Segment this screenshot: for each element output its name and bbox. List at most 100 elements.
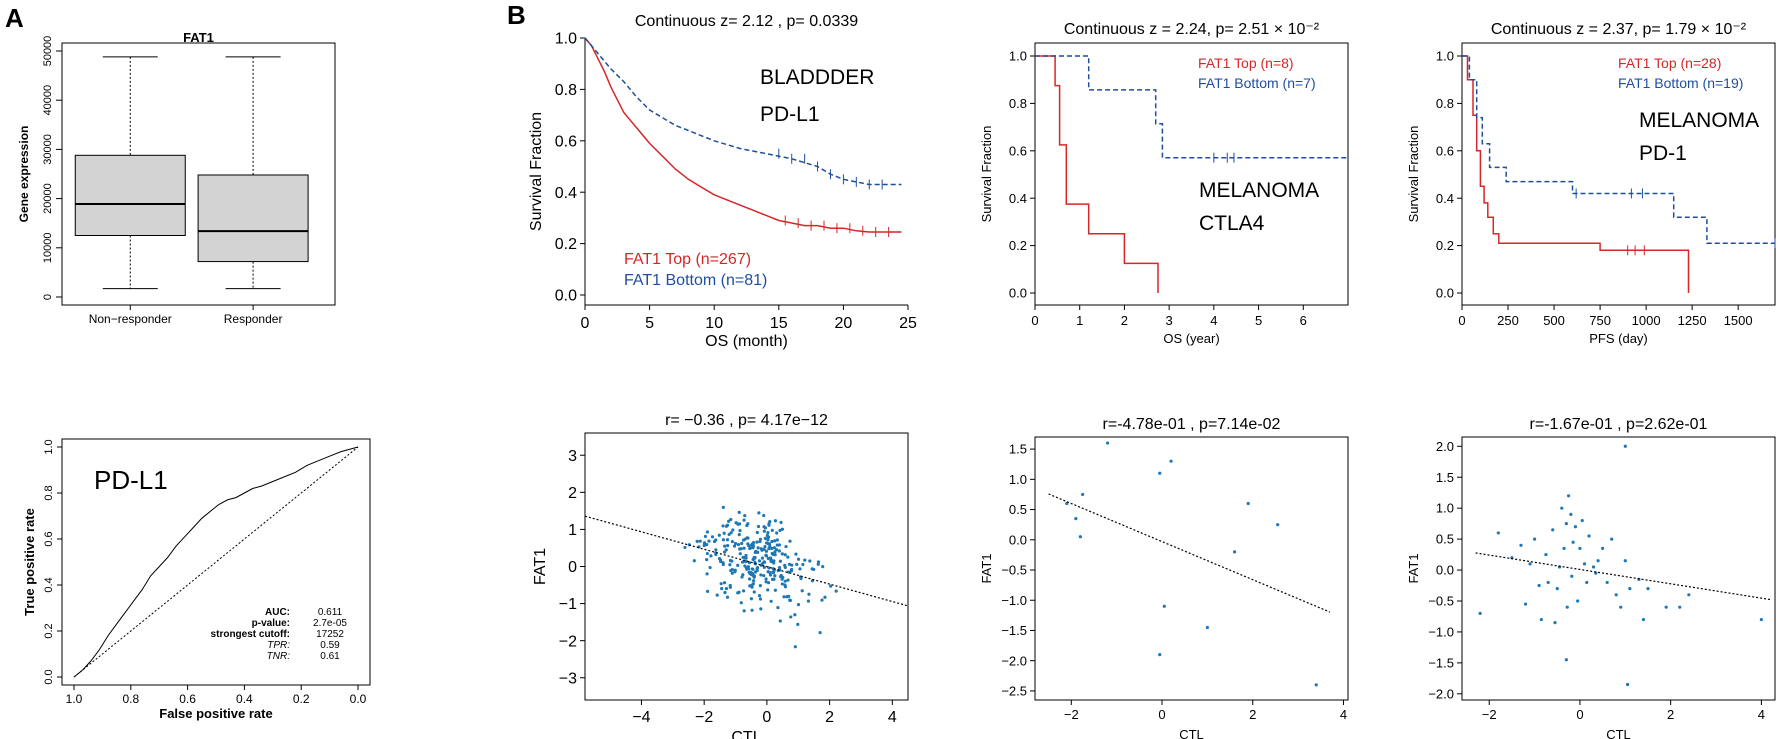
sc1-point [753, 550, 757, 554]
sc2-point [1314, 683, 1318, 687]
boxplot-y-tick-label: 40000 [42, 85, 54, 116]
sc2-point [1078, 535, 1082, 539]
roc-stat-value: 0.611 [318, 607, 343, 618]
sc1-point [747, 544, 751, 548]
km3-x-tick-label: 500 [1543, 313, 1565, 328]
sc3-title: r=-1.67e-01 , p=2.62e-01 [1530, 416, 1708, 433]
sc3-point [1567, 494, 1571, 498]
sc1-ylabel: FAT1 [532, 548, 549, 585]
sc1-point [756, 550, 760, 554]
sc2-xlabel: CTL [1179, 727, 1204, 739]
sc2-point [1169, 459, 1173, 463]
km1-x-tick-label: 15 [770, 315, 788, 332]
sc1-point [738, 547, 742, 551]
sc3-point [1646, 587, 1650, 591]
sc1-point [796, 622, 800, 627]
sc1-point [770, 546, 774, 550]
sc1-point [780, 582, 784, 586]
sc1-point [721, 524, 725, 528]
sc1-point [770, 551, 774, 556]
sc1-point [762, 525, 766, 529]
roc-stat-value: 17252 [316, 629, 344, 640]
sc1-point [759, 547, 763, 551]
boxplot-chart: FAT1 0 10000 20000 30000 40000 50000 Gene expre… [17, 30, 336, 326]
boxplot-y-tick-label: 10000 [42, 233, 54, 264]
sc1-point [788, 598, 792, 603]
sc1-point [783, 565, 787, 570]
sc1-point [740, 560, 745, 564]
sc3-frame [1461, 436, 1776, 701]
sc1-point [747, 561, 752, 565]
sc1-point [823, 595, 827, 599]
roc-frame [61, 438, 371, 686]
sc3-point [1664, 605, 1668, 609]
sc1-point [742, 546, 746, 550]
sc1-point [723, 544, 727, 548]
km1-y-tick-label: 0.4 [555, 185, 577, 202]
km1-x-tick-label: 10 [705, 315, 723, 332]
sc1-point [786, 555, 790, 559]
km3-series-top [1462, 55, 1690, 293]
sc3-point [1587, 534, 1591, 538]
sc1-point [755, 568, 759, 573]
sc1-point [756, 546, 760, 550]
sc1-point [770, 528, 774, 532]
km2-x-tick-label: 6 [1300, 313, 1307, 328]
sc3-point [1539, 617, 1543, 622]
km3-x-tick-label: 1250 [1678, 313, 1707, 328]
sc1-point [752, 574, 756, 578]
km2-annotation: MELANOMA [1199, 179, 1319, 202]
sc3-ylabel: FAT1 [1406, 553, 1421, 583]
sc1-point [810, 567, 814, 571]
sc1-point [722, 531, 726, 535]
sc1-point [728, 563, 732, 567]
sc1-point [762, 565, 766, 569]
sc1-point [737, 590, 741, 594]
sc1-y-tick-label: −1 [559, 596, 577, 613]
sc3-point [1555, 587, 1559, 591]
boxplot-x-tick-label: Responder [224, 312, 283, 326]
km3-x-tick-label: 750 [1589, 313, 1611, 328]
sc1-point [803, 558, 807, 562]
sc1-chart: r= −0.36 , p= 4.17e−12 −4 −2 0 2 4 −3 −2 −1 0 1 2 3 C… [532, 412, 909, 739]
km1-y-tick-label: 1.0 [555, 31, 577, 48]
sc1-point [768, 556, 773, 560]
sc1-point [770, 577, 775, 582]
sc1-point [775, 538, 779, 542]
sc1-point [745, 523, 749, 528]
km1-x-tick-label: 25 [899, 315, 917, 332]
sc3-chart: r=-1.67e-01 , p=2.62e-01 −2 0 2 4 −2.0 −1.5 −1.… [1406, 416, 1776, 739]
km2-title: Continuous z = 2.24, p= 2.51 × 10⁻² [1064, 21, 1320, 38]
sc2-y-tick-label: 1.0 [1009, 472, 1027, 487]
sc1-point [775, 531, 779, 535]
sc1-point [724, 524, 729, 528]
sc1-point [738, 529, 742, 533]
sc1-point [740, 541, 744, 546]
sc3-point [1585, 580, 1589, 585]
km2-legend-top: FAT1 Top (n=8) [1198, 55, 1294, 71]
sc1-point [745, 567, 749, 571]
sc2-frame [1034, 436, 1349, 701]
sc1-point [764, 549, 769, 553]
sc1-point [760, 556, 765, 560]
sc1-point [705, 558, 709, 562]
sc3-point [1605, 580, 1609, 585]
sc2-point [1065, 501, 1069, 506]
sc1-point [746, 536, 750, 540]
sc1-point [750, 608, 754, 612]
km3-y-tick-label: 0.4 [1436, 191, 1454, 206]
sc3-point [1569, 512, 1573, 516]
sc1-x-tick-label: −2 [695, 709, 713, 726]
sc1-point [755, 530, 759, 535]
sc1-point [733, 570, 737, 574]
km3-x-tick-label: 1500 [1724, 313, 1753, 328]
sc3-point [1614, 593, 1618, 597]
km3-y-tick-label: 0.6 [1436, 143, 1454, 158]
sc1-point [763, 545, 767, 549]
km1-x-tick-label: 0 [581, 315, 590, 332]
sc1-point [705, 542, 709, 547]
sc3-point [1570, 574, 1574, 578]
sc1-point [732, 544, 737, 548]
sc1-x-tick-label: 0 [762, 709, 771, 726]
